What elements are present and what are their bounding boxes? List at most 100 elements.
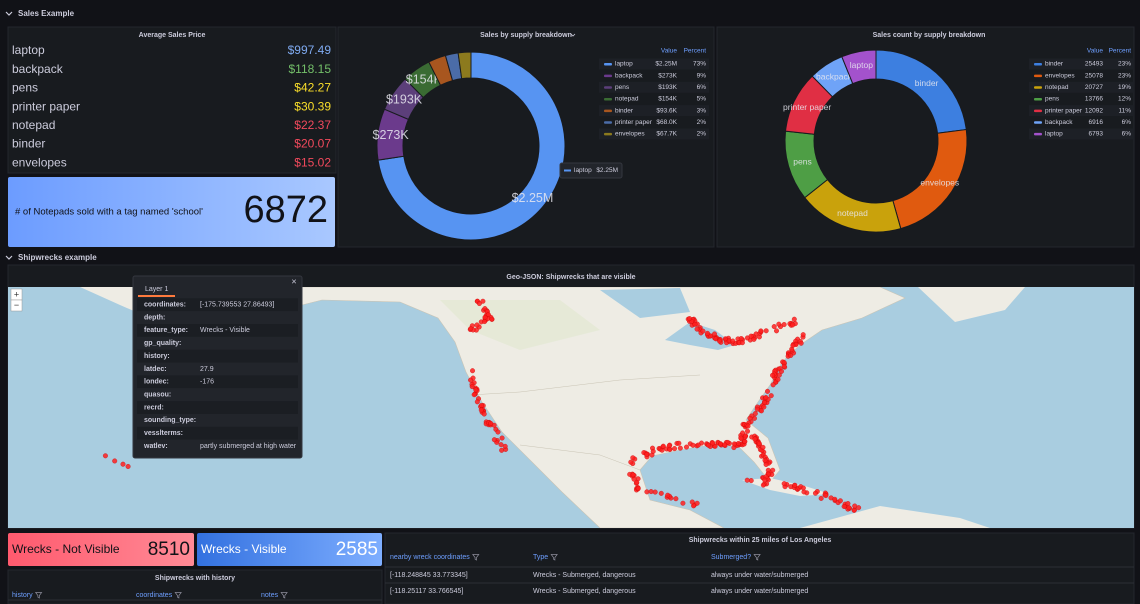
wreck-point[interactable] (489, 316, 495, 322)
wreck-point[interactable] (648, 489, 654, 495)
zoom-out[interactable]: − (14, 300, 19, 310)
wreck-point[interactable] (690, 442, 696, 448)
wreck-point[interactable] (763, 461, 769, 467)
wreck-point[interactable] (758, 328, 764, 334)
wreck-point[interactable] (468, 326, 474, 332)
wreck-point[interactable] (756, 440, 762, 446)
wreck-point[interactable] (712, 331, 718, 337)
wreck-point[interactable] (778, 368, 784, 374)
zoom-in[interactable]: + (14, 289, 19, 299)
legend-name[interactable]: binder (1045, 61, 1064, 68)
wreck-point[interactable] (752, 436, 758, 442)
wreck-point[interactable] (479, 402, 485, 408)
wreck-point[interactable] (474, 399, 480, 405)
wreck-point[interactable] (845, 501, 851, 507)
wreck-point[interactable] (692, 321, 698, 327)
legend-swatch[interactable] (1034, 74, 1042, 78)
legend-swatch[interactable] (604, 63, 612, 66)
wreck-point[interactable] (652, 489, 658, 495)
legend-name[interactable]: envelopes (615, 131, 645, 138)
wreck-point[interactable] (744, 477, 750, 483)
filter-icon[interactable] (34, 592, 43, 599)
wreck-point[interactable] (760, 444, 766, 450)
legend-name[interactable]: printer paper (615, 119, 653, 126)
wreck-point[interactable] (499, 435, 505, 441)
wreck-point[interactable] (630, 472, 636, 478)
wreck-point[interactable] (717, 338, 723, 344)
wreck-point[interactable] (687, 316, 693, 322)
filter-icon[interactable] (280, 592, 288, 599)
wreck-point[interactable] (818, 495, 824, 501)
wreck-point[interactable] (792, 482, 798, 488)
wreck-point[interactable] (644, 489, 650, 495)
wreck-point[interactable] (744, 335, 750, 341)
wreck-point[interactable] (112, 458, 118, 464)
wreck-point[interactable] (745, 428, 751, 434)
wreck-point[interactable] (628, 459, 634, 465)
wreck-point[interactable] (470, 368, 476, 374)
wreck-point[interactable] (841, 504, 847, 510)
legend-swatch[interactable] (604, 132, 612, 136)
filter-icon[interactable] (550, 554, 558, 561)
wreck-point[interactable] (731, 441, 737, 447)
wreck-point[interactable] (694, 500, 700, 506)
wreck-point[interactable] (673, 496, 679, 502)
donut-slice[interactable] (457, 51, 472, 80)
wreck-point[interactable] (722, 442, 728, 448)
wreck-point[interactable] (499, 447, 505, 453)
wreck-point[interactable] (742, 433, 748, 439)
column-header[interactable]: notes (261, 592, 279, 599)
wreck-point[interactable] (481, 411, 487, 417)
legend-swatch[interactable] (1034, 132, 1042, 136)
menu-icon[interactable] (570, 33, 576, 37)
legend-name[interactable]: notepad (1045, 84, 1069, 91)
wreck-point[interactable] (474, 322, 480, 328)
collapse-icon[interactable] (5, 255, 13, 260)
wreck-point[interactable] (695, 442, 701, 448)
wreck-point[interactable] (742, 438, 748, 444)
wreck-point[interactable] (469, 384, 475, 390)
wreck-point[interactable] (495, 429, 501, 435)
wreck-point[interactable] (705, 442, 711, 448)
wreck-point[interactable] (677, 445, 683, 451)
wreck-point[interactable] (763, 328, 769, 334)
legend-swatch[interactable] (1034, 86, 1042, 89)
wreck-point[interactable] (471, 392, 477, 398)
legend-swatch[interactable] (1034, 63, 1042, 66)
wreck-point[interactable] (694, 326, 700, 332)
wreck-point[interactable] (761, 404, 767, 410)
section-title[interactable]: Shipwrecks example (18, 253, 97, 262)
wreck-point[interactable] (491, 437, 497, 443)
collapse-icon[interactable] (5, 11, 13, 16)
legend-name[interactable]: notepad (615, 96, 639, 103)
wreck-point[interactable] (768, 393, 774, 399)
legend-name[interactable]: pens (1045, 96, 1060, 103)
column-header[interactable]: coordinates (136, 592, 173, 599)
wreck-point[interactable] (852, 503, 858, 509)
wreck-point[interactable] (758, 408, 764, 414)
wreck-point[interactable] (751, 336, 757, 342)
wreck-point[interactable] (502, 443, 508, 449)
wreck-point[interactable] (776, 321, 782, 327)
legend-swatch[interactable] (604, 86, 612, 89)
wreck-point[interactable] (102, 453, 108, 459)
legend-swatch[interactable] (1034, 109, 1042, 113)
wreck-point[interactable] (665, 492, 671, 498)
wreck-point[interactable] (781, 322, 787, 328)
wreck-point[interactable] (781, 481, 787, 487)
wreck-point[interactable] (676, 440, 682, 446)
wreck-point[interactable] (798, 340, 804, 346)
wreck-point[interactable] (683, 444, 689, 450)
wreck-point[interactable] (747, 415, 753, 421)
wreck-point[interactable] (800, 485, 806, 491)
wreck-point[interactable] (739, 340, 745, 346)
wreck-point[interactable] (762, 457, 768, 463)
wreck-point[interactable] (738, 336, 744, 342)
wreck-point[interactable] (752, 411, 758, 417)
wreck-point[interactable] (650, 448, 656, 454)
legend-name[interactable]: printer paper (1045, 107, 1083, 114)
wreck-point[interactable] (480, 298, 486, 304)
wreck-point[interactable] (704, 330, 710, 336)
wreck-point[interactable] (790, 343, 796, 349)
wreck-point[interactable] (763, 395, 769, 401)
